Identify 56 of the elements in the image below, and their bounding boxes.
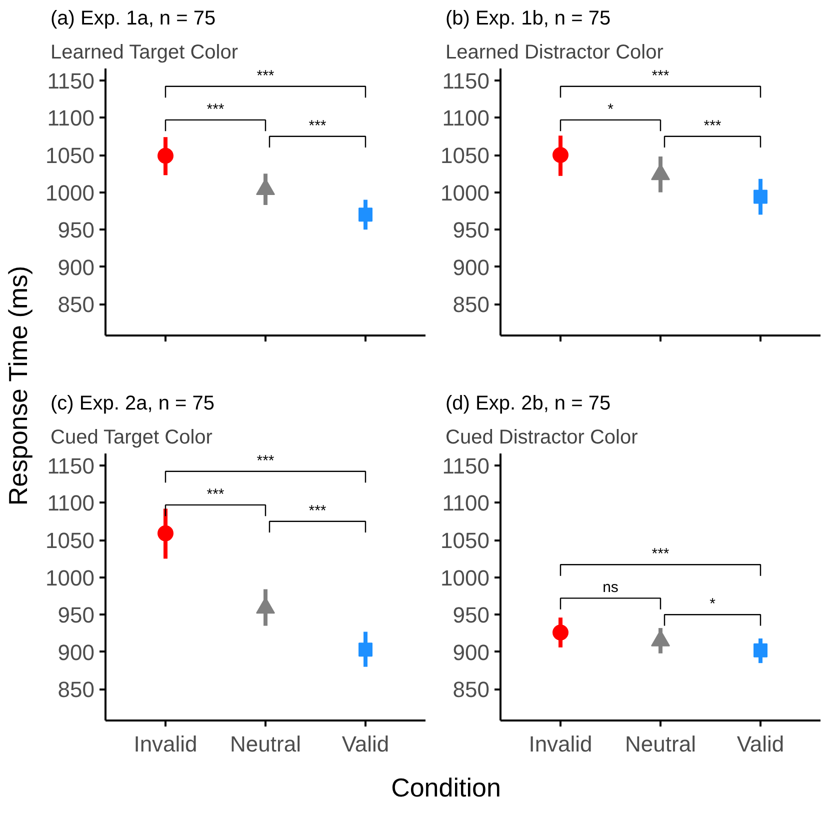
chart-subtitle: Cued Target Color bbox=[50, 426, 213, 448]
y-tick-label: 1000 bbox=[46, 180, 95, 206]
annotation: *** bbox=[652, 546, 670, 563]
chart-title: (c) Exp. 2a, n = 75 bbox=[50, 392, 214, 414]
y-tick-label: 1000 bbox=[440, 565, 490, 590]
annotation: *** bbox=[308, 502, 326, 520]
chart-subtitle: Learned Distractor Color bbox=[446, 42, 664, 64]
y-tick-label: 1150 bbox=[442, 453, 490, 478]
annotation: *** bbox=[206, 486, 224, 503]
y-tick-label: 1150 bbox=[47, 453, 95, 478]
y-tick-label: 1150 bbox=[47, 68, 95, 94]
chart-title: (b) Exp. 1b, n = 75 bbox=[446, 8, 611, 30]
annotation: *** bbox=[256, 452, 274, 470]
y-tick-label: 900 bbox=[452, 640, 490, 665]
y-tick-label: 1100 bbox=[442, 490, 490, 516]
y-tick-label: 900 bbox=[58, 254, 95, 280]
x-axis-title: Condition bbox=[391, 772, 501, 802]
y-tick-label: 950 bbox=[452, 218, 490, 243]
chart-subtitle: Learned Target Color bbox=[50, 42, 238, 64]
y-tick-label: 1000 bbox=[440, 180, 490, 206]
annotation: *** bbox=[652, 67, 670, 84]
annotation: *** bbox=[206, 100, 224, 118]
y-tick-label: 950 bbox=[452, 602, 490, 628]
y-tick-label: 850 bbox=[58, 677, 95, 702]
x-tick-label: Invalid bbox=[134, 732, 198, 756]
x-tick-label: Invalid bbox=[528, 732, 592, 756]
y-tick-label: 1100 bbox=[442, 106, 490, 131]
chart-subtitle: Cued Distractor Color bbox=[446, 426, 638, 448]
y-tick-label: 900 bbox=[452, 254, 490, 280]
y-tick-label: 850 bbox=[452, 292, 490, 318]
annotation: * bbox=[710, 596, 716, 613]
annotation: *** bbox=[704, 117, 722, 134]
y-tick-label: 950 bbox=[58, 602, 95, 628]
y-tick-label: 1050 bbox=[440, 528, 490, 554]
y-tick-label: 900 bbox=[58, 640, 95, 665]
y-axis-title: Response Time (ms) bbox=[3, 266, 33, 506]
y-tick-label: 850 bbox=[452, 677, 490, 702]
x-tick-label: Neutral bbox=[230, 732, 301, 756]
chart-title: (a) Exp. 1a, n = 75 bbox=[50, 8, 216, 30]
y-tick-label: 950 bbox=[58, 218, 95, 243]
x-tick-label: Valid bbox=[736, 732, 784, 756]
y-tick-label: 1050 bbox=[440, 143, 490, 168]
chart-title: (d) Exp. 2b, n = 75 bbox=[446, 392, 611, 414]
y-tick-label: 1050 bbox=[46, 143, 95, 168]
annotation: * bbox=[608, 100, 614, 118]
annotation: *** bbox=[256, 67, 274, 84]
annotation: ns bbox=[602, 579, 618, 596]
x-tick-label: Neutral bbox=[625, 732, 696, 756]
y-tick-label: 1050 bbox=[46, 528, 95, 554]
y-tick-label: 1000 bbox=[46, 565, 95, 590]
y-tick-label: 1150 bbox=[442, 68, 490, 94]
y-tick-label: 850 bbox=[58, 292, 95, 318]
y-tick-label: 1100 bbox=[47, 106, 95, 131]
y-tick-label: 1100 bbox=[47, 490, 95, 516]
annotation: *** bbox=[308, 117, 326, 134]
x-tick-label: Valid bbox=[342, 732, 390, 756]
